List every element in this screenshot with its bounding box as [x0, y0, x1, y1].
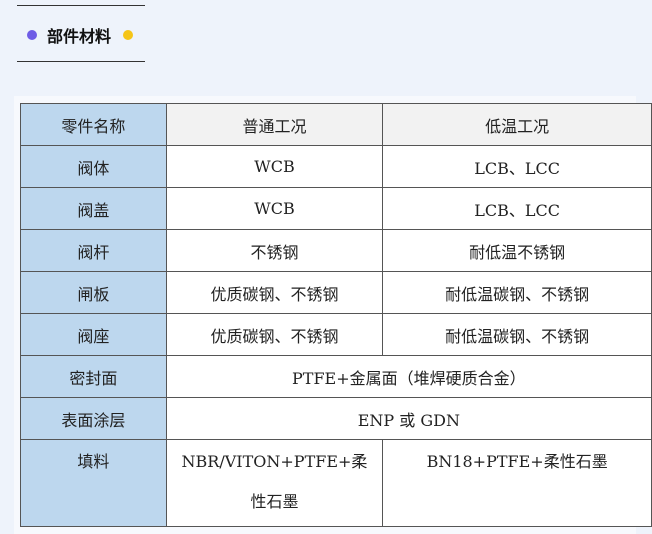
- purple-dot-icon: [27, 30, 37, 40]
- normal-cell: 优质碳钢、不锈钢: [165, 313, 384, 356]
- table-row: 阀体 WCB LCB、LCC: [20, 145, 652, 188]
- low-temp-cell: 耐低温不锈钢: [382, 229, 652, 272]
- low-temp-cell: LCB、LCC: [382, 145, 652, 188]
- table-row: 表面涂层 ENP 或 GDN: [20, 397, 652, 440]
- merged-cell: ENP 或 GDN: [165, 397, 652, 440]
- normal-cell: 优质碳钢、不锈钢: [165, 271, 384, 314]
- normal-cell: 不锈钢: [165, 229, 384, 272]
- part-name: 填料: [20, 439, 167, 527]
- header-normal: 普通工况: [165, 103, 384, 146]
- part-name: 阀座: [20, 313, 167, 356]
- header-part-name: 零件名称: [20, 103, 167, 146]
- part-name: 阀盖: [20, 187, 167, 230]
- section-header: 部件材料: [27, 23, 134, 47]
- header-low-temp: 低温工况: [382, 103, 652, 146]
- low-temp-cell: 耐低温碳钢、不锈钢: [382, 313, 652, 356]
- part-name: 阀体: [20, 145, 167, 188]
- low-temp-cell: LCB、LCC: [382, 187, 652, 230]
- divider-top: [17, 5, 145, 6]
- normal-cell: WCB: [165, 187, 384, 230]
- table-row: 阀座 优质碳钢、不锈钢 耐低温碳钢、不锈钢: [20, 313, 652, 356]
- part-name: 表面涂层: [20, 397, 167, 440]
- divider-bottom: [17, 61, 145, 62]
- table-row: 阀杆 不锈钢 耐低温不锈钢: [20, 229, 652, 272]
- normal-cell: WCB: [165, 145, 384, 188]
- table-row: 阀盖 WCB LCB、LCC: [20, 187, 652, 230]
- part-name: 密封面: [20, 355, 167, 398]
- table-row: 密封面 PTFE+金属面（堆焊硬质合金）: [20, 355, 652, 398]
- table-row: 闸板 优质碳钢、不锈钢 耐低温碳钢、不锈钢: [20, 271, 652, 314]
- low-temp-cell: BN18+PTFE+柔性石墨: [382, 439, 652, 527]
- part-name: 阀杆: [20, 229, 167, 272]
- low-temp-cell: 耐低温碳钢、不锈钢: [382, 271, 652, 314]
- merged-cell: PTFE+金属面（堆焊硬质合金）: [165, 355, 652, 398]
- table-header-row: 零件名称 普通工况 低温工况: [20, 103, 652, 146]
- section-title: 部件材料: [47, 27, 112, 46]
- normal-cell: NBR/VITON+PTFE+柔性石墨: [165, 439, 384, 527]
- table-row: 填料 NBR/VITON+PTFE+柔性石墨 BN18+PTFE+柔性石墨: [20, 439, 652, 527]
- yellow-dot-icon: [123, 30, 134, 40]
- part-name: 闸板: [20, 271, 167, 314]
- materials-table: 零件名称 普通工况 低温工况 阀体 WCB LCB、LCC 阀盖 WCB LCB、LCC…: [20, 103, 652, 527]
